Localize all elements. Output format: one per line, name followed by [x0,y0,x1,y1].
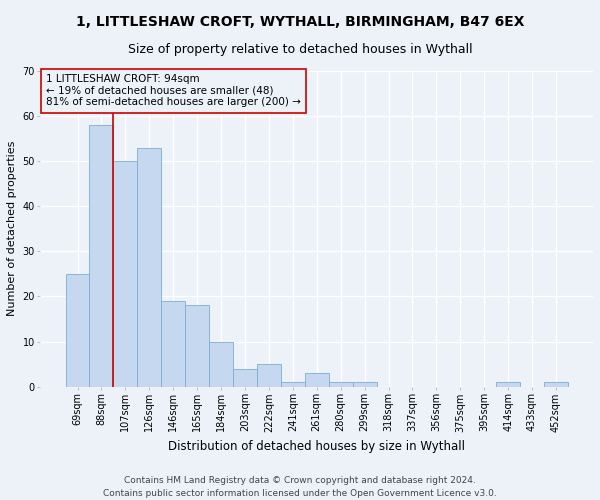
Bar [89,125,113,386]
Bar [281,382,305,386]
Bar [65,274,89,386]
Bar [257,364,281,386]
Bar [305,373,329,386]
Bar [496,382,520,386]
X-axis label: Distribution of detached houses by size in Wythall: Distribution of detached houses by size … [168,440,465,453]
Bar [233,368,257,386]
Bar [137,148,161,386]
Bar [113,161,137,386]
Bar [209,342,233,386]
Text: 1 LITTLESHAW CROFT: 94sqm
← 19% of detached houses are smaller (48)
81% of semi-: 1 LITTLESHAW CROFT: 94sqm ← 19% of detac… [46,74,301,108]
Text: Contains HM Land Registry data © Crown copyright and database right 2024.
Contai: Contains HM Land Registry data © Crown c… [103,476,497,498]
Bar [161,301,185,386]
Bar [329,382,353,386]
Bar [353,382,377,386]
Text: Size of property relative to detached houses in Wythall: Size of property relative to detached ho… [128,42,472,56]
Text: 1, LITTLESHAW CROFT, WYTHALL, BIRMINGHAM, B47 6EX: 1, LITTLESHAW CROFT, WYTHALL, BIRMINGHAM… [76,15,524,29]
Bar [544,382,568,386]
Y-axis label: Number of detached properties: Number of detached properties [7,141,17,316]
Bar [185,306,209,386]
